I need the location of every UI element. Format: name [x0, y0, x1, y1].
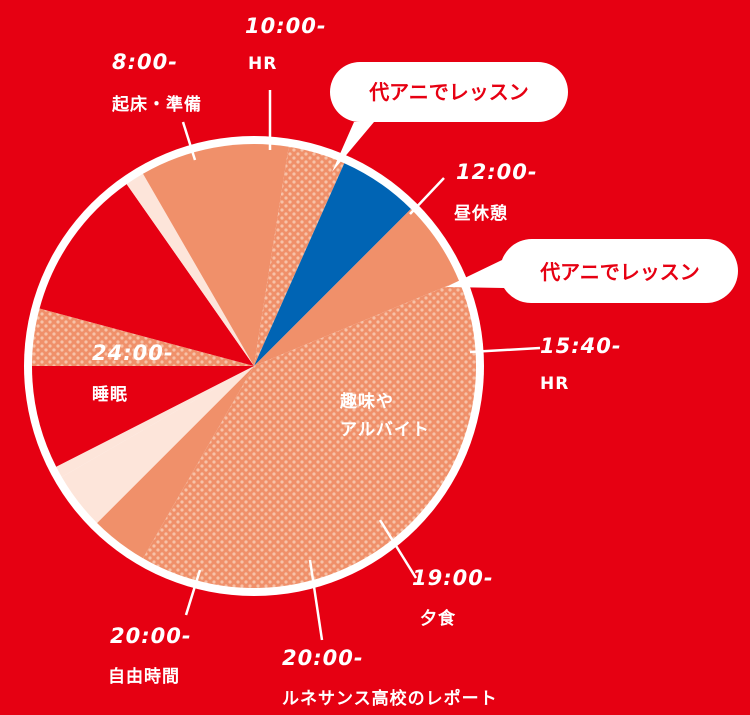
pie-slice-12 [254, 281, 476, 366]
pie-slice-4 [32, 366, 254, 467]
leader-line-report [308, 559, 324, 641]
pie-slice-8 [143, 143, 289, 366]
time-label-800: 8:00- [112, 50, 178, 74]
activity-label-hobby-line1: 趣味や [340, 392, 394, 412]
speech-bubble-lesson1: 代アニでレッスン [330, 62, 568, 172]
time-label-1540: 15:40- [540, 334, 622, 358]
activity-label-hr1: HR [248, 54, 278, 74]
activity-label-hobby-line2: アルバイト [340, 420, 430, 440]
pie-slice-10 [254, 163, 411, 366]
leader-line-dinner [378, 519, 418, 579]
bubble-text-lesson1: 代アニでレッスン [368, 80, 529, 104]
pie-slices [32, 143, 476, 588]
pie-slice-6 [39, 184, 254, 366]
leader-lines [181, 90, 541, 641]
activity-label-dinner: 夕食 [420, 609, 456, 629]
time-label-2400: 24:00- [92, 341, 174, 365]
pie-slice-1 [97, 366, 254, 559]
bubble-text-lesson2: 代アニでレッスン [539, 260, 700, 284]
activity-label-free: 自由時間 [108, 667, 180, 687]
time-label-2000-free: 20:00- [110, 624, 192, 648]
activity-label-report: ルネサンス高校のレポート [282, 689, 498, 709]
leader-line-lunch [409, 177, 445, 215]
pie-slice-11 [254, 209, 460, 366]
leader-line-hr2 [469, 346, 541, 354]
leader-line-free [184, 569, 202, 616]
activity-label-wake: 起床・準備 [112, 95, 202, 115]
time-label-1200: 12:00- [456, 160, 538, 184]
activity-label-lunch: 昼休憩 [454, 204, 508, 224]
leader-line-wake [181, 121, 197, 161]
activity-label-hr2: HR [540, 374, 570, 394]
pie-slice-2 [61, 366, 255, 523]
pie-slice-9 [254, 146, 345, 366]
time-label-1900: 19:00- [412, 566, 494, 590]
pie-slice-0 [143, 366, 476, 588]
time-label-2000-report: 20:00- [282, 646, 364, 670]
speech-bubble-lesson2: 代アニでレッスン [446, 239, 738, 304]
pie-slice-3 [56, 366, 255, 477]
activity-label-sleep: 睡眠 [92, 385, 128, 405]
pie-slice-5 [32, 308, 254, 366]
time-label-1000: 10:00- [245, 14, 327, 38]
pie-slice-7 [126, 173, 254, 366]
